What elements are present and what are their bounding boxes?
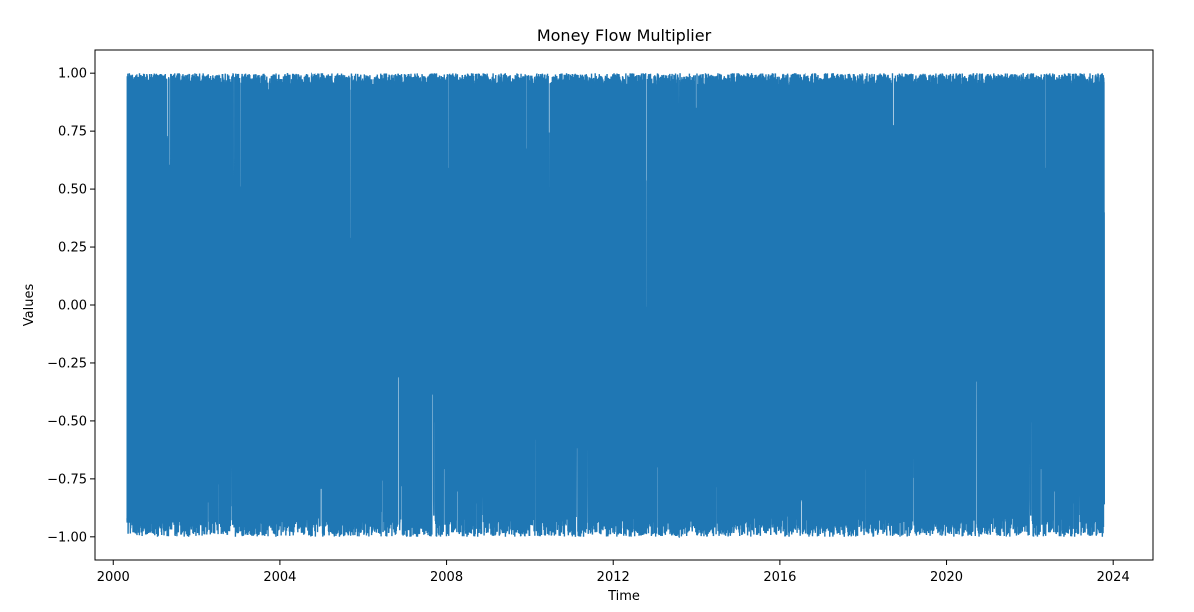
y-tick-label: 0.75: [58, 125, 87, 140]
y-tick-label: −0.25: [47, 356, 87, 371]
chart-title: Money Flow Multiplier: [537, 26, 712, 45]
x-tick-label: 2000: [97, 570, 130, 585]
y-tick-label: 0.00: [58, 299, 87, 314]
y-tick-label: −0.75: [47, 472, 87, 487]
x-tick-label: 2024: [1097, 570, 1130, 585]
y-axis-title: Values: [22, 284, 37, 327]
x-tick-label: 2016: [763, 570, 796, 585]
x-axis-title: Time: [607, 589, 640, 604]
x-tick-label: 2012: [597, 570, 630, 585]
x-tick-label: 2004: [263, 570, 296, 585]
y-axis: 1.00 0.75 0.50 0.25 0.00 −0.25 −0.50 −0.75 −1.00: [47, 67, 95, 545]
x-axis: 2000 2004 2008 2012 2016 2020 2024: [97, 560, 1130, 585]
y-tick-label: −1.00: [47, 530, 87, 545]
x-tick-label: 2008: [430, 570, 463, 585]
series-line: [126, 72, 1105, 539]
y-tick-label: 0.25: [58, 241, 87, 256]
x-tick-label: 2020: [930, 570, 963, 585]
plot-area: [126, 72, 1105, 539]
y-tick-label: 0.50: [58, 183, 87, 198]
y-tick-label: −0.50: [47, 414, 87, 429]
y-tick-label: 1.00: [58, 67, 87, 82]
